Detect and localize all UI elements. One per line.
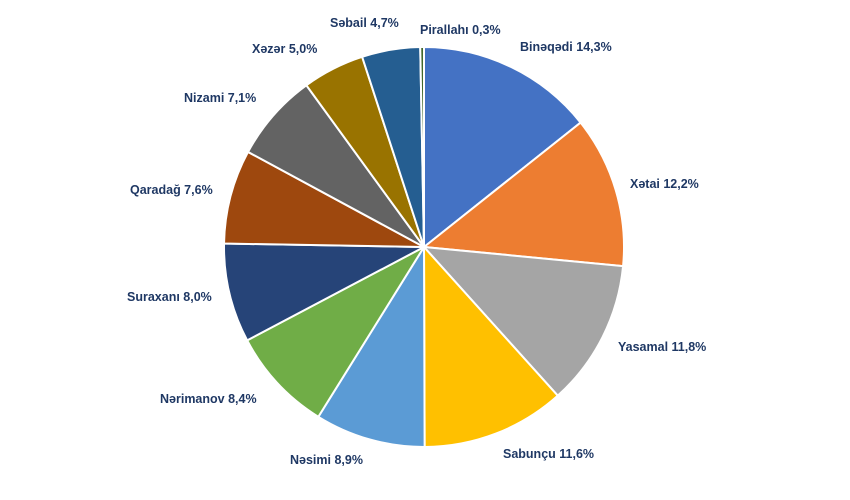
slice-nesimi <box>316 243 426 449</box>
slice-suraxani <box>223 242 425 342</box>
slice-bineqedi <box>423 45 582 250</box>
data-label-qaradag: Qaradağ 7,6% <box>130 183 213 197</box>
data-label-xetai: Xətai 12,2% <box>630 177 699 191</box>
data-label-nesimi: Nəsimi 8,9% <box>290 453 363 467</box>
slice-pirallahi <box>419 45 425 248</box>
data-label-nerimanov: Nərimanov 8,4% <box>160 392 257 406</box>
labels-layer: Binəqədi 14,3% Xətai 12,2% Yasamal 11,8% Sa… <box>127 16 706 467</box>
slice-xetai <box>421 121 625 268</box>
data-label-nizami: Nizami 7,1% <box>184 91 256 105</box>
slice-nerimanov <box>245 244 427 419</box>
data-label-sabuncu: Sabunçu 11,6% <box>503 447 594 461</box>
data-label-suraxani: Suraxanı 8,0% <box>127 290 212 304</box>
data-label-sebail: Səbail 4,7% <box>330 16 399 30</box>
data-label-xezer: Xəzər 5,0% <box>252 42 317 56</box>
data-label-yasamal: Yasamal 11,8% <box>618 340 706 354</box>
slice-qaradag <box>223 150 425 248</box>
slice-sabuncu <box>422 244 560 449</box>
slices-layer <box>223 45 625 449</box>
data-label-bineqedi: Binəqədi 14,3% <box>520 40 612 54</box>
slice-yasamal <box>421 245 625 398</box>
data-label-pirallahi: Pirallahı 0,3% <box>420 23 501 37</box>
